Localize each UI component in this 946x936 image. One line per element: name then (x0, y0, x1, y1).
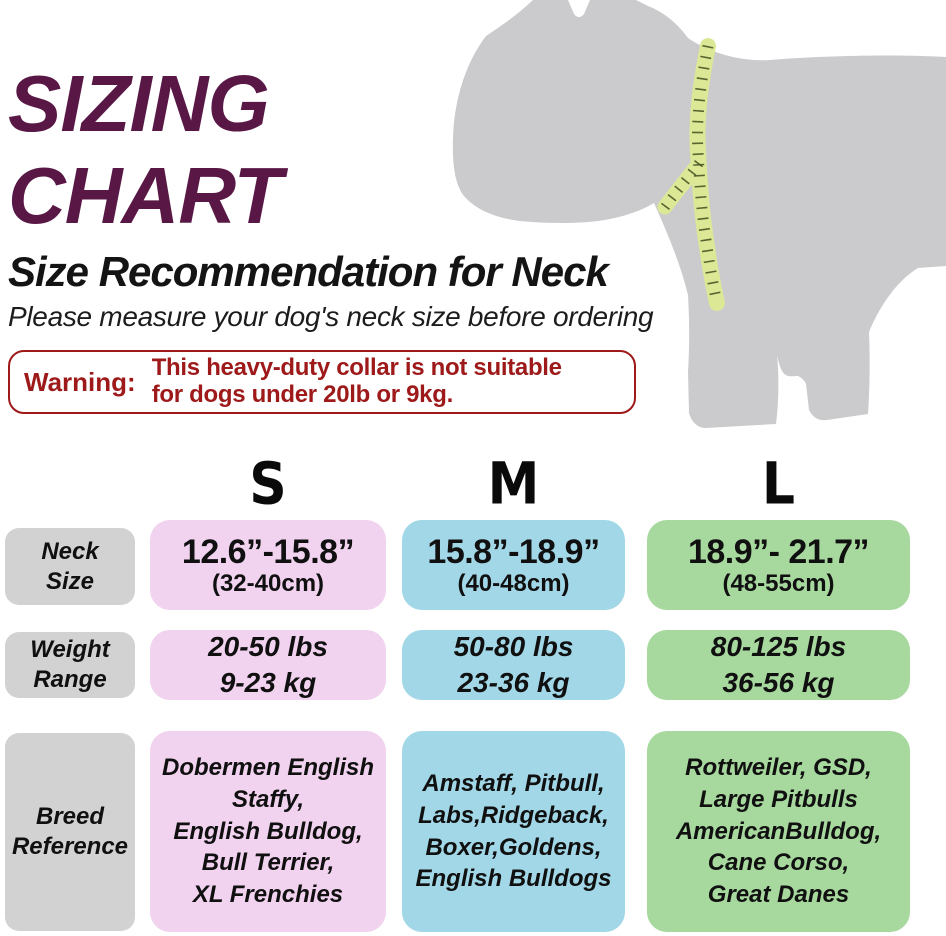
neck-size-s-inches: 12.6”-15.8” (181, 532, 355, 571)
row-label-neck-size: Neck Size (5, 528, 135, 605)
breed-reference-m: Amstaff, Pitbull, Labs,Ridgeback, Boxer,… (415, 769, 612, 893)
weight-range-s: 20-50 lbs 9-23 kg (208, 630, 328, 698)
measure-note: Please measure your dog's neck size befo… (8, 301, 654, 332)
column-header-s: S (249, 451, 287, 519)
warning-box: Warning: This heavy-duty collar is not s… (8, 350, 636, 414)
weight-range-cell-s: 20-50 lbs 9-23 kg (150, 630, 386, 700)
neck-size-l-inches: 18.9”- 21.7” (687, 532, 870, 571)
breed-reference-cell-l: Rottweiler, GSD, Large Pitbulls American… (647, 731, 910, 932)
row-label-breed-reference: Breed Reference (5, 733, 135, 931)
column-header-m: M (487, 451, 540, 519)
neck-size-m-inches: 15.8”-18.9” (427, 532, 600, 571)
neck-size-cell-s: 12.6”-15.8” (32-40cm) (150, 520, 386, 610)
dog-silhouette-illustration (452, 0, 946, 428)
row-label-weight-range: Weight Range (5, 632, 135, 698)
weight-range-m: 50-80 lbs 23-36 kg (453, 630, 574, 698)
weight-range-cell-l: 80-125 lbs 36-56 kg (647, 630, 910, 700)
breed-reference-cell-m: Amstaff, Pitbull, Labs,Ridgeback, Boxer,… (402, 731, 625, 932)
page-title: SIZING CHART (8, 59, 283, 240)
weight-range-l: 80-125 lbs 36-56 kg (710, 630, 847, 698)
warning-text: This heavy-duty collar is not suitable f… (151, 354, 562, 408)
page-subtitle: Size Recommendation for Neck (8, 248, 609, 295)
neck-size-m-cm: (40-48cm) (457, 569, 570, 597)
neck-size-s-cm: (32-40cm) (211, 569, 325, 597)
neck-size-l-cm: (48-55cm) (722, 569, 835, 597)
breed-reference-s: Dobermen English Staffy, English Bulldog… (161, 753, 375, 909)
measuring-tape-branch (657, 155, 707, 215)
warning-label: Warning: (24, 366, 136, 397)
measuring-tape (689, 38, 725, 311)
column-header-l: L (761, 451, 796, 519)
neck-size-cell-m: 15.8”-18.9” (40-48cm) (402, 520, 625, 610)
neck-size-cell-l: 18.9”- 21.7” (48-55cm) (647, 520, 910, 610)
breed-reference-l: Rottweiler, GSD, Large Pitbulls American… (675, 753, 882, 909)
breed-reference-cell-s: Dobermen English Staffy, English Bulldog… (150, 731, 386, 932)
weight-range-cell-m: 50-80 lbs 23-36 kg (402, 630, 625, 700)
